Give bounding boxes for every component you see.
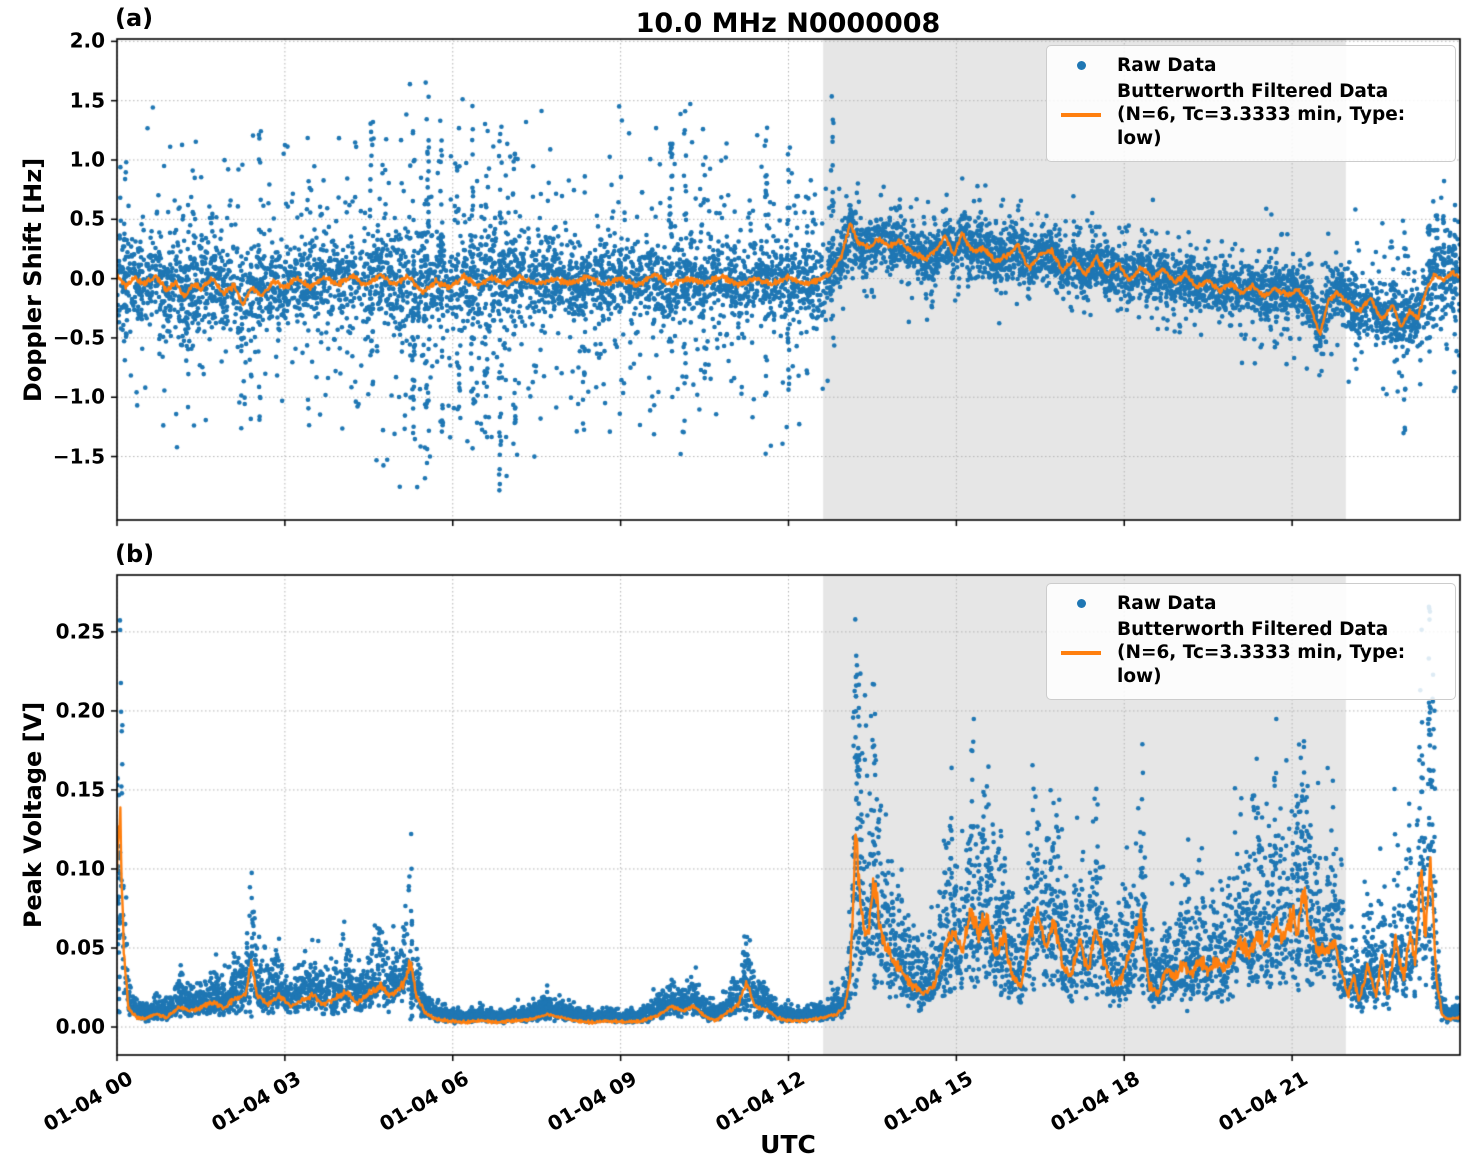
legend-filtered-entry: Butterworth Filtered Data (N=6, Tc=3.3333… <box>1059 618 1443 689</box>
raw-data-marker-icon <box>1076 599 1086 609</box>
y-tick-label: 0.5 <box>69 206 105 231</box>
y-tick-label: 0.0 <box>69 266 105 291</box>
y-tick-label: 0.20 <box>55 698 105 723</box>
legend-raw-entry: Raw Data <box>1059 54 1443 78</box>
y-tick-label: −1.5 <box>52 444 105 469</box>
filtered-line-marker-icon <box>1061 113 1101 117</box>
y-axis-label-doppler: Doppler Shift [Hz] <box>19 157 47 403</box>
legend-raw-label: Raw Data <box>1117 55 1217 76</box>
y-tick-label: 2.0 <box>69 28 105 53</box>
y-tick-label: 0.05 <box>55 935 105 960</box>
legend-filtered-label: Butterworth Filtered Data (N=6, Tc=3.3333… <box>1117 618 1406 688</box>
legend-a: Raw Data Butterworth Filtered Data (N=6, … <box>1046 45 1456 162</box>
filtered-line-marker-icon <box>1061 651 1101 655</box>
raw-data-marker-icon <box>1076 61 1086 71</box>
y-axis-label-voltage: Peak Voltage [V] <box>19 701 47 929</box>
y-tick-label: 1.5 <box>69 88 105 113</box>
legend-b: Raw Data Butterworth Filtered Data (N=6, … <box>1046 583 1456 700</box>
y-tick-label: 0.15 <box>55 777 105 802</box>
y-tick-label: 0.00 <box>55 1014 105 1039</box>
legend-raw-label: Raw Data <box>1117 593 1217 614</box>
y-tick-label: −0.5 <box>52 325 105 350</box>
y-tick-label: 1.0 <box>69 147 105 172</box>
y-tick-label: 0.10 <box>55 856 105 881</box>
y-tick-label: 0.25 <box>55 619 105 644</box>
legend-filtered-label: Butterworth Filtered Data (N=6, Tc=3.3333… <box>1117 80 1406 150</box>
y-tick-label: −1.0 <box>52 384 105 409</box>
figure-title: 10.0 MHz N0000008 <box>635 8 941 39</box>
legend-filtered-entry: Butterworth Filtered Data (N=6, Tc=3.3333… <box>1059 80 1443 151</box>
legend-raw-entry: Raw Data <box>1059 592 1443 616</box>
panel-b-label: (b) <box>115 540 155 568</box>
panel-a-label: (a) <box>115 4 154 32</box>
x-axis-label: UTC <box>760 1130 816 1159</box>
